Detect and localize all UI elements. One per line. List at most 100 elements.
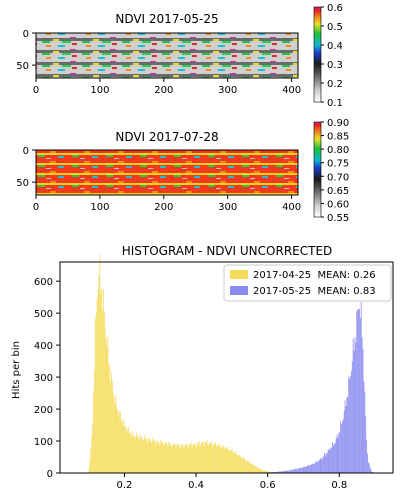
histogram-bar <box>147 437 149 473</box>
histogram-bar <box>188 443 190 473</box>
histogram-bar <box>107 336 109 473</box>
x-tick-label: 0.4 <box>188 480 204 491</box>
histogram-bar <box>241 457 243 473</box>
y-tick-label: 100 <box>34 437 53 448</box>
y-tick-label: 500 <box>34 309 53 320</box>
x-tick-label: 0 <box>33 202 39 213</box>
histogram-bar <box>334 443 336 473</box>
histogram-bar <box>98 274 100 473</box>
histogram-bar <box>288 470 290 473</box>
histogram-bar <box>139 434 141 473</box>
histogram-bar <box>182 444 184 473</box>
histogram-bar <box>221 446 223 473</box>
histogram-bar <box>117 409 119 473</box>
histogram-bar <box>249 462 251 473</box>
histogram-bar <box>177 444 179 473</box>
heatmap-2-image <box>36 150 298 195</box>
histogram-bar <box>231 450 233 473</box>
colorbar-1 <box>313 6 322 103</box>
histogram-bar <box>313 464 315 473</box>
histogram-bar <box>201 442 203 473</box>
histogram-bar <box>135 436 137 473</box>
histogram-bar <box>350 376 351 473</box>
histogram-bar <box>317 460 319 473</box>
histogram-bar <box>337 437 339 473</box>
histogram-bar <box>283 471 285 473</box>
histogram-bar <box>351 361 353 473</box>
histogram-bar <box>96 298 98 473</box>
histogram-bar <box>218 445 220 473</box>
histogram-bar <box>140 436 142 473</box>
histogram-bar <box>184 444 186 473</box>
histogram-bar <box>346 396 348 473</box>
histogram-bar <box>322 457 324 473</box>
histogram-bar <box>253 465 255 473</box>
y-tick-label: 50 <box>16 61 29 72</box>
x-tick-label: 100 <box>90 202 109 213</box>
histogram-bar <box>293 469 295 473</box>
histogram-bar <box>183 448 185 473</box>
histogram-bar <box>276 471 278 473</box>
histogram-bar <box>100 292 102 473</box>
histogram-bar <box>209 442 211 473</box>
heatmap-1-title: NDVI 2017-05-25 <box>115 12 218 26</box>
histogram-bar <box>103 312 105 473</box>
histogram-bar <box>310 464 312 473</box>
histogram-bar <box>245 460 247 473</box>
histogram-bar <box>256 466 257 473</box>
histogram-bar <box>286 470 288 473</box>
histogram-bar <box>320 458 322 473</box>
histogram-bar <box>115 394 117 473</box>
histogram-bar <box>122 425 124 473</box>
histogram-bar <box>190 442 192 473</box>
histogram-bar <box>277 471 279 473</box>
histogram-ylabel: Hits per bin <box>11 341 22 399</box>
histogram-bar <box>240 458 242 473</box>
y-tick-label: 50 <box>16 178 29 189</box>
histogram-bar <box>254 465 256 473</box>
histogram-bar <box>152 437 154 473</box>
histogram-bar <box>349 379 351 473</box>
histogram-bar <box>175 448 177 473</box>
histogram-bar <box>264 470 265 473</box>
colorbar-tick-label: 0.2 <box>327 79 343 90</box>
histogram-bar <box>357 309 359 473</box>
histogram-bar <box>341 421 343 473</box>
histogram-bar <box>211 441 213 473</box>
histogram-bar <box>89 459 91 473</box>
x-tick-label: 400 <box>282 202 301 213</box>
histogram-bar <box>224 449 226 473</box>
histogram-bar <box>216 447 218 473</box>
colorbar-tick-label: 0.1 <box>327 98 343 109</box>
x-tick-label: 300 <box>218 202 237 213</box>
histogram-bar <box>225 447 227 473</box>
histogram-bar <box>294 469 296 473</box>
histogram-bar <box>134 438 136 473</box>
histogram-bar <box>305 466 307 473</box>
histogram-bar <box>307 465 308 473</box>
colorbar-2-ticks: 0.90 0.85 0.80 0.75 0.70 0.65 0.60 0.55 <box>321 118 349 224</box>
histogram-bar <box>93 391 95 473</box>
histogram-bar <box>370 469 372 473</box>
histogram-bar <box>171 446 172 473</box>
histogram-bar <box>289 470 291 473</box>
histogram-bar <box>212 447 214 473</box>
histogram-bar <box>204 446 206 473</box>
histogram-bar <box>141 437 143 473</box>
histogram-bar <box>356 311 358 473</box>
histogram-bar <box>262 469 264 473</box>
histogram-panel: HISTOGRAM - NDVI UNCORRECTED Hits per bi… <box>11 244 394 491</box>
legend-box <box>223 264 392 302</box>
histogram-bar <box>125 426 127 473</box>
histogram-bar <box>360 301 362 473</box>
histogram-bar <box>307 464 309 473</box>
histogram-bar <box>239 454 240 473</box>
histogram-bar <box>366 439 368 473</box>
histogram-bar <box>166 443 168 473</box>
histogram-bar <box>353 350 355 473</box>
histogram-bar <box>149 439 151 473</box>
histogram-bar <box>354 337 356 473</box>
histogram-bar <box>229 449 231 473</box>
histogram-bar <box>179 447 181 473</box>
